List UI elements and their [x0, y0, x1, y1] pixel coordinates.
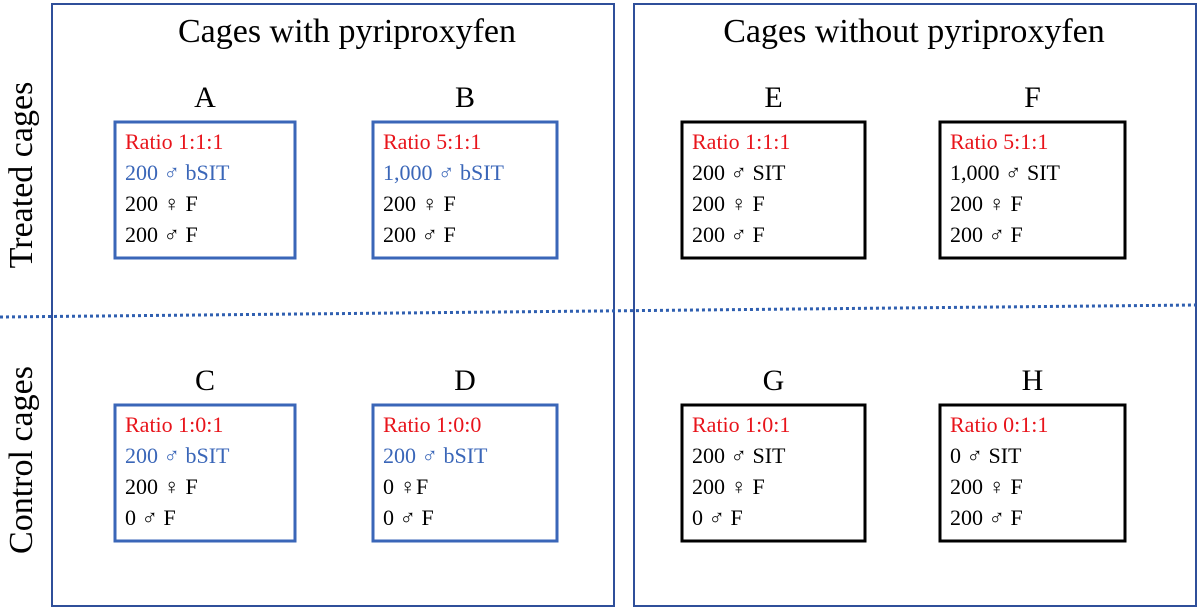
cage-label: B	[455, 81, 475, 114]
cage-line: 0 ♀F	[383, 474, 428, 499]
cage-line: 200 ♀ F	[692, 191, 765, 216]
panel-frame	[51, 3, 615, 607]
cage-line: 200 ♀ F	[125, 474, 198, 499]
cage-line: 200 ♂ F	[692, 222, 765, 247]
row-label: Control cages	[3, 366, 40, 554]
cage-line: Ratio 1:0:0	[383, 412, 481, 437]
cage-line: 0 ♂ SIT	[950, 443, 1022, 468]
cage-line: 200 ♀ F	[692, 474, 765, 499]
cage-box	[113, 120, 297, 260]
cage-line: Ratio 1:0:1	[692, 412, 790, 437]
cage-label: F	[1024, 81, 1041, 114]
cage-line: Ratio 1:1:1	[125, 129, 223, 154]
cage-line: 200 ♀ F	[125, 191, 198, 216]
panel-title: Cages without pyriproxyfen	[723, 13, 1105, 50]
cage-box	[680, 120, 867, 260]
cage-box	[938, 120, 1127, 260]
cage-line: 200 ♂ F	[383, 222, 456, 247]
cage-line: 200 ♀ F	[950, 474, 1023, 499]
cage-box	[371, 120, 559, 260]
cage-label: C	[195, 364, 215, 397]
cage-line: 200 ♂ SIT	[692, 443, 786, 468]
cage-line: 200 ♂ bSIT	[125, 160, 230, 185]
cage-line: Ratio 1:0:1	[125, 412, 223, 437]
cage-line: 200 ♂ F	[950, 505, 1023, 530]
cage-box	[113, 403, 297, 543]
cage-label: H	[1022, 364, 1044, 397]
cage-line: 200 ♂ F	[950, 222, 1023, 247]
cage-line: 1,000 ♂ bSIT	[383, 160, 505, 185]
cage-line: 200 ♀ F	[383, 191, 456, 216]
cage-label: G	[763, 364, 785, 397]
cage-line: 0 ♂ F	[383, 505, 434, 530]
cage-line: 0 ♂ F	[692, 505, 743, 530]
cage-line: 200 ♂ SIT	[692, 160, 786, 185]
cage-line: 200 ♂ bSIT	[125, 443, 230, 468]
panel-title: Cages with pyriproxyfen	[178, 13, 516, 50]
cage-box	[371, 403, 559, 543]
cage-line: 1,000 ♂ SIT	[950, 160, 1061, 185]
cage-label: D	[454, 364, 476, 397]
cage-box	[680, 403, 867, 543]
cage-label: E	[764, 81, 782, 114]
row-label: Treated cages	[3, 82, 40, 269]
cage-line: Ratio 5:1:1	[383, 129, 481, 154]
cage-line: Ratio 5:1:1	[950, 129, 1048, 154]
cage-line: Ratio 0:1:1	[950, 412, 1048, 437]
cage-box	[938, 403, 1127, 543]
cage-line: 200 ♀ F	[950, 191, 1023, 216]
cage-line: 0 ♂ F	[125, 505, 176, 530]
divider	[0, 303, 1197, 319]
cage-line: 200 ♂ F	[125, 222, 198, 247]
cage-line: Ratio 1:1:1	[692, 129, 790, 154]
cage-line: 200 ♂ bSIT	[383, 443, 488, 468]
cage-label: A	[194, 81, 216, 114]
